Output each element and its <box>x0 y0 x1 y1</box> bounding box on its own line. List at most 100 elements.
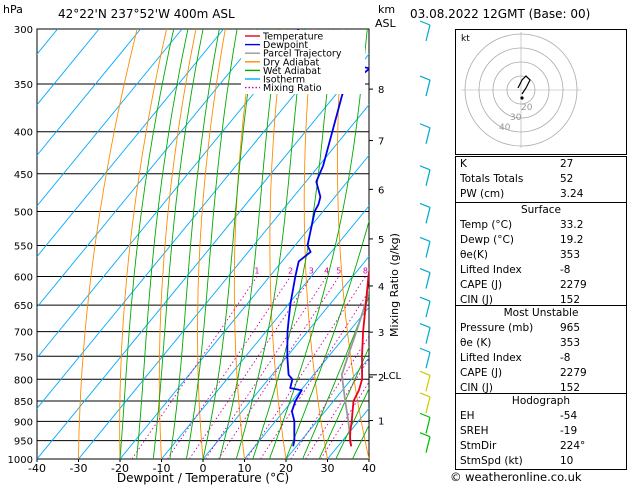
wind-barb-flag <box>419 20 431 26</box>
pressure-tick-label: 300 <box>14 25 33 36</box>
surface-row: Temp (°C) 33.2 <box>456 218 626 233</box>
datetime-title: 03.08.2022 12GMT (Base: 00) <box>410 7 591 21</box>
pressure-tick-label: 700 <box>14 328 33 339</box>
hodograph-trace <box>517 75 531 95</box>
legend-box <box>241 30 365 94</box>
hodograph-title: Hodograph <box>511 395 571 407</box>
row-label: SREH <box>460 425 489 437</box>
legend-label: Mixing Ratio <box>263 83 322 94</box>
wind-barb <box>425 127 431 144</box>
wind-barb <box>425 241 431 258</box>
legend-label: Wet Adiabat <box>263 66 321 77</box>
pressure-tick-label: 750 <box>14 352 33 363</box>
mixing-ratio-line <box>218 276 340 459</box>
copyright-footer[interactable]: © weatheronline.co.uk <box>450 470 582 484</box>
wind-barb <box>425 417 431 434</box>
dry-adiabat <box>197 29 226 459</box>
wet-adiabat <box>185 29 238 459</box>
row-value: 965 <box>560 322 581 334</box>
wind-barb-flag <box>419 296 431 302</box>
isotherm <box>244 306 369 459</box>
row-value: 33.2 <box>560 219 584 231</box>
most-unstable-title: Most Unstable <box>503 307 579 319</box>
mixing-ratio-label: 20 <box>416 267 426 276</box>
wind-barb-flag <box>419 268 431 274</box>
mixing-ratio-label: 16 <box>402 267 412 276</box>
mixing-ratio-line <box>189 276 312 459</box>
row-value: -8 <box>560 264 571 276</box>
wind-barb <box>425 375 431 392</box>
isotherm <box>285 357 369 459</box>
row-label: Lifted Index <box>460 264 522 276</box>
pressure-tick-label: 850 <box>14 397 33 408</box>
surface-row: CIN (J) 152 <box>456 293 626 308</box>
dry-adiabat <box>78 29 138 459</box>
wind-barb <box>425 272 431 289</box>
surface-row: Lifted Index -8 <box>456 263 626 278</box>
index-row-totals: Totals Totals 52 <box>456 172 626 187</box>
km-label: km <box>378 3 396 16</box>
wind-barb <box>425 300 431 318</box>
wind-barb-flag <box>419 370 431 376</box>
indices-panel: K 27 Totals Totals 52 PW (cm) 3.24 <box>455 156 627 203</box>
wind-barb <box>425 207 431 224</box>
temp-tick-label: 40 <box>362 462 376 475</box>
asl-label: ASL <box>375 17 396 30</box>
mixing-ratio-line <box>260 290 369 459</box>
mu-row: θe (K) 353 <box>456 336 626 351</box>
wet-adiabat <box>136 29 189 459</box>
row-label: Dewp (°C) <box>460 234 514 246</box>
row-value: 224° <box>560 440 586 452</box>
row-label: StmDir <box>460 440 497 452</box>
wind-barb-flag <box>419 412 431 418</box>
index-value: 52 <box>560 173 574 185</box>
km-tick-label: 6 <box>378 185 384 196</box>
row-value: 353 <box>560 337 581 349</box>
wind-barb <box>425 396 431 414</box>
isotherm <box>37 29 141 157</box>
hodo-row: StmDir 224° <box>456 439 626 454</box>
km-tick-label: 1 <box>378 417 384 428</box>
isotherm <box>202 255 369 459</box>
wind-barb-flag <box>419 165 431 171</box>
isotherm <box>78 104 369 459</box>
surface-row: Dewp (°C) 19.2 <box>456 233 626 248</box>
surface-row: CAPE (J) 2279 <box>456 278 626 293</box>
row-label: CAPE (J) <box>460 279 503 291</box>
wet-adiabat <box>252 29 334 459</box>
mixing-ratio-label: 4 <box>324 267 329 276</box>
hodograph-ring-label: 40 <box>499 123 511 133</box>
wind-barb-flag <box>419 75 431 81</box>
isotherm <box>37 53 369 459</box>
isotherm <box>37 29 100 106</box>
mixing-ratio-label: 8 <box>363 267 368 276</box>
surface-title: Surface <box>520 204 561 216</box>
wind-barb-flag <box>419 323 431 329</box>
mixing-ratio-axis-label: Mixing Ratio (g/kg) <box>388 233 401 337</box>
mixing-ratio-line <box>131 276 258 459</box>
dry-adiabat <box>233 29 256 459</box>
wind-barb-flag <box>419 392 431 398</box>
location-title: 42°22'N 237°52'W 400m ASL <box>58 7 235 21</box>
temp-tick-label: 20 <box>279 462 293 475</box>
wind-barb <box>425 327 431 344</box>
row-value: 353 <box>560 249 581 261</box>
mixing-ratio-line <box>205 276 327 459</box>
dry-adiabat <box>269 29 287 459</box>
wind-barb <box>425 352 431 369</box>
legend-label: Temperature <box>262 32 323 43</box>
surface-panel: Surface Temp (°C) 33.2 Dewp (°C) 19.2 θe(K… <box>455 202 627 309</box>
wind-barb-flag <box>419 236 431 243</box>
wet-adiabat <box>268 29 368 459</box>
row-label: θe (K) <box>460 337 492 349</box>
row-value: -54 <box>560 410 578 422</box>
pressure-tick-label: 1000 <box>8 455 33 466</box>
mu-row: CAPE (J) 2279 <box>456 366 626 381</box>
km-tick-label: 2 <box>378 373 384 384</box>
wind-barb <box>425 169 431 186</box>
row-label: Temp (°C) <box>460 219 513 231</box>
row-label: CAPE (J) <box>460 367 503 379</box>
row-label: StmSpd (kt) <box>460 455 523 467</box>
index-row-k: K 27 <box>456 157 626 172</box>
